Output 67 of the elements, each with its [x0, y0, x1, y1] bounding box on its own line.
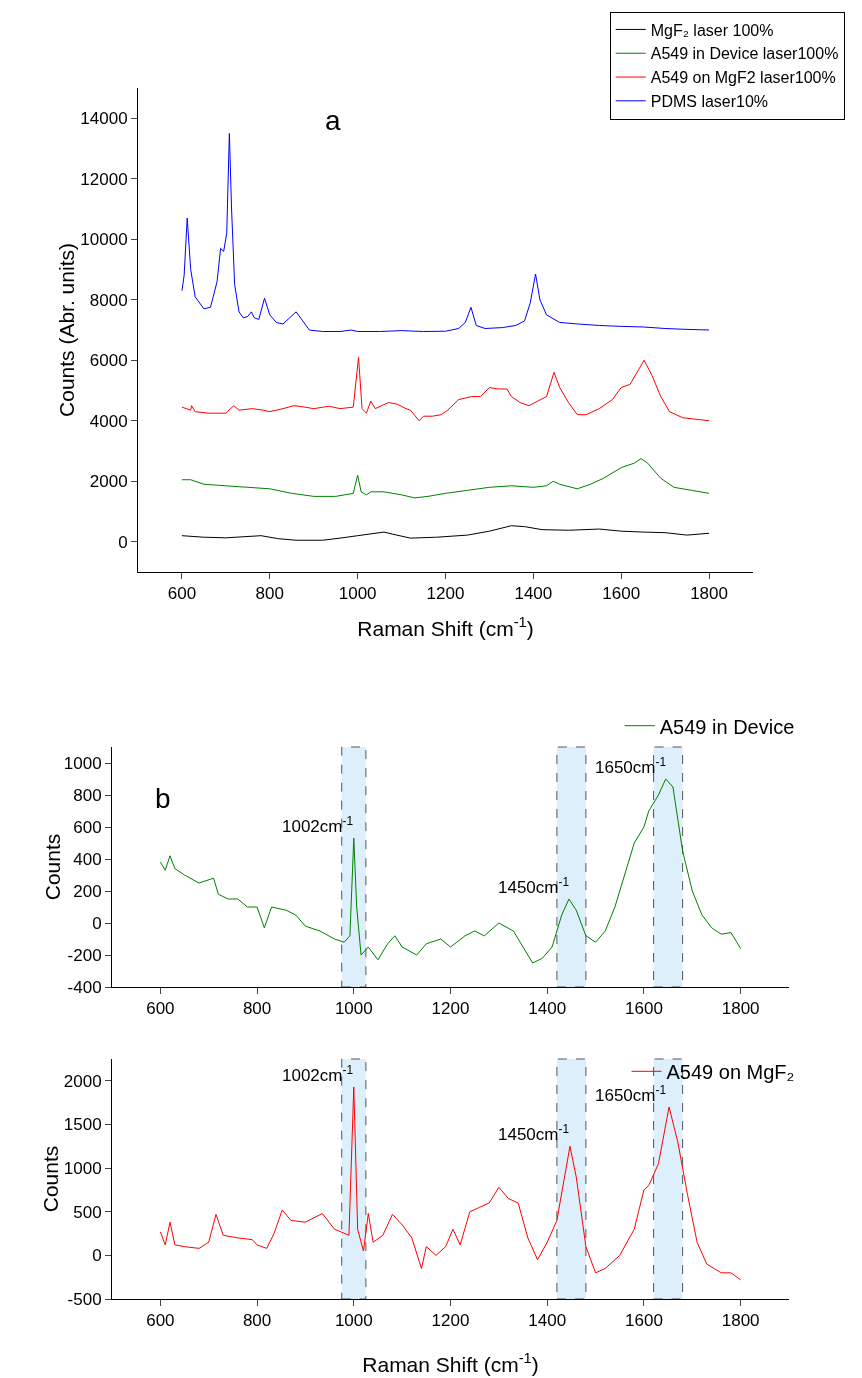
- annotation: a: [325, 105, 341, 136]
- y-tick-label: -200: [67, 945, 102, 965]
- x-tick-label: 1600: [625, 999, 663, 1019]
- x-tick-label: 1200: [431, 999, 470, 1019]
- line-series: [181, 458, 710, 499]
- annotation: 1450cm$^{-1}$: [498, 1122, 570, 1145]
- x-tick-label: 600: [146, 1311, 175, 1331]
- y-tick-label: -400: [67, 977, 102, 997]
- x-tick-label: 1000: [338, 584, 377, 604]
- x-tick-label: 1800: [690, 584, 728, 604]
- annotation: 1450cm$^{-1}$: [498, 875, 570, 898]
- x-tick-label: 1400: [528, 1311, 567, 1331]
- legend-label: A549 in Device laser100%: [650, 45, 839, 63]
- annotation: b: [155, 783, 171, 814]
- y-tick-label: 500: [73, 1202, 102, 1222]
- y-tick-label: 0: [92, 1246, 102, 1266]
- y-tick-label: 2000: [63, 1071, 102, 1091]
- y-tick-label: 10000: [80, 230, 128, 250]
- x-tick-label: 1200: [426, 584, 465, 604]
- y-tick-label: 0: [92, 913, 102, 933]
- annotation: 1650cm$^{-1}$: [595, 1083, 667, 1106]
- legend-label: A549 in Device: [659, 715, 795, 738]
- y-tick-label: 12000: [80, 169, 128, 189]
- y-tick-label: -500: [67, 1289, 102, 1309]
- x-tick-label: 1000: [334, 1311, 373, 1331]
- line-series: [181, 356, 710, 422]
- y-tick-label: 400: [73, 849, 102, 869]
- annotation: 1650cm$^{-1}$: [595, 755, 667, 778]
- annotation: 1002cm$^{-1}$: [282, 814, 354, 837]
- x-tick-label: 1600: [602, 584, 641, 604]
- y-tick-label: 800: [73, 785, 102, 805]
- x-tick-label: 1800: [721, 999, 760, 1019]
- x-tick-label: 600: [146, 999, 175, 1019]
- y-axis-title: Counts (Abr. units): [55, 243, 79, 417]
- x-tick-label: 1600: [625, 1311, 663, 1331]
- line-series: [181, 525, 710, 541]
- y-tick-label: 4000: [89, 411, 128, 431]
- y-tick-label: 2000: [89, 472, 128, 492]
- x-tick-label: 1400: [528, 999, 567, 1019]
- legend-label: A549 on MgF₂: [666, 1061, 795, 1084]
- x-tick-label: 1200: [431, 1311, 470, 1331]
- x-tick-label: 800: [242, 999, 272, 1019]
- y-axis-title: Counts: [38, 1145, 62, 1213]
- x-tick-label: 1000: [334, 999, 373, 1019]
- y-tick-label: 1500: [63, 1115, 102, 1135]
- x-axis-title: Raman Shift (cm$^{-1}$): [362, 1350, 539, 1376]
- y-axis-title: Counts: [41, 833, 64, 901]
- y-tick-label: 200: [73, 881, 102, 901]
- line-series: [159, 1086, 742, 1281]
- line-series: [181, 132, 710, 333]
- y-tick-label: 1000: [63, 1159, 102, 1179]
- annotation: 1002cm$^{-1}$: [282, 1063, 354, 1086]
- legend-label: MgF₂ laser 100%: [650, 21, 774, 39]
- x-tick-label: 800: [242, 1311, 272, 1331]
- x-tick-label: 800: [255, 584, 284, 604]
- y-tick-label: 1000: [63, 753, 102, 773]
- x-tick-label: 1400: [514, 584, 553, 604]
- y-tick-label: 8000: [89, 290, 128, 310]
- x-tick-label: 600: [167, 584, 197, 604]
- legend-label: A549 on MgF2 laser100%: [650, 69, 836, 87]
- y-tick-label: 14000: [80, 109, 128, 129]
- x-axis-title: Raman Shift (cm$^{-1}$): [357, 614, 534, 640]
- x-tick-label: 1800: [721, 1311, 760, 1331]
- y-tick-label: 0: [118, 532, 128, 552]
- legend-label: PDMS laser10%: [650, 93, 769, 111]
- y-tick-label: 600: [73, 817, 102, 837]
- y-tick-label: 6000: [89, 351, 128, 371]
